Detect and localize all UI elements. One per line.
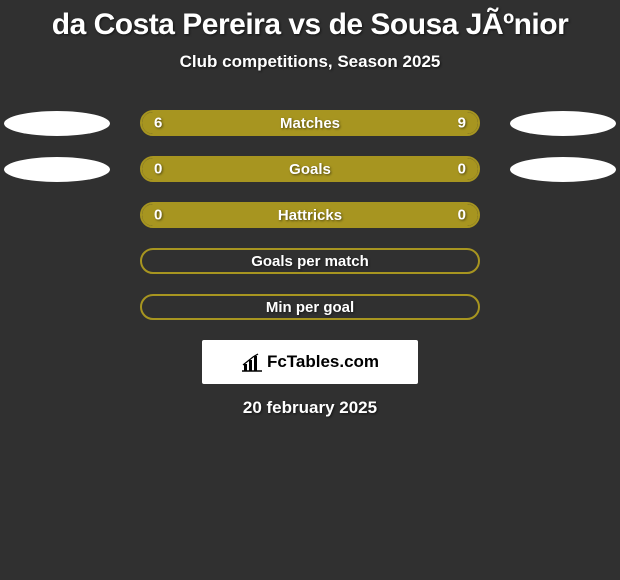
stat-row: 6 9 Matches xyxy=(0,110,620,136)
stat-label: Goals per match xyxy=(251,253,369,270)
stat-value-right: 0 xyxy=(458,207,466,224)
left-marker-spacer xyxy=(4,249,110,274)
stat-value-left: 0 xyxy=(154,207,162,224)
logo-text: FcTables.com xyxy=(267,352,379,372)
stat-bar: Min per goal xyxy=(140,294,480,320)
bar-chart-icon xyxy=(241,352,263,372)
left-marker-ellipse xyxy=(4,157,110,182)
left-marker-spacer xyxy=(4,295,110,320)
stat-bar: Goals per match xyxy=(140,248,480,274)
right-marker-spacer xyxy=(510,295,616,320)
stat-label: Goals xyxy=(289,161,331,178)
stat-bar: 6 9 Matches xyxy=(140,110,480,136)
right-marker-ellipse xyxy=(510,157,616,182)
logo-box: FcTables.com xyxy=(202,340,418,384)
stat-value-right: 9 xyxy=(458,115,466,132)
stat-row: 0 0 Hattricks xyxy=(0,202,620,228)
stat-bar: 0 0 Goals xyxy=(140,156,480,182)
left-marker-spacer xyxy=(4,203,110,228)
subtitle: Club competitions, Season 2025 xyxy=(0,52,620,72)
right-marker-ellipse xyxy=(510,111,616,136)
stat-rows: 6 9 Matches 0 0 Goals 0 0 Hattricks Goals per mat… xyxy=(0,110,620,320)
date-label: 20 february 2025 xyxy=(0,398,620,418)
stat-value-left: 0 xyxy=(154,161,162,178)
page-title: da Costa Pereira vs de Sousa JÃºnior xyxy=(0,8,620,42)
stat-value-left: 6 xyxy=(154,115,162,132)
stat-label: Matches xyxy=(280,115,340,132)
bar-fill-left xyxy=(142,158,310,180)
right-marker-spacer xyxy=(510,249,616,274)
stat-bar: 0 0 Hattricks xyxy=(140,202,480,228)
logo: FcTables.com xyxy=(241,352,379,372)
stat-row: Min per goal xyxy=(0,294,620,320)
stat-label: Min per goal xyxy=(266,299,354,316)
right-marker-spacer xyxy=(510,203,616,228)
stat-label: Hattricks xyxy=(278,207,342,224)
comparison-card: da Costa Pereira vs de Sousa JÃºnior Clu… xyxy=(0,0,620,418)
stat-value-right: 0 xyxy=(458,161,466,178)
left-marker-ellipse xyxy=(4,111,110,136)
stat-row: 0 0 Goals xyxy=(0,156,620,182)
stat-row: Goals per match xyxy=(0,248,620,274)
bar-fill-right xyxy=(310,158,478,180)
